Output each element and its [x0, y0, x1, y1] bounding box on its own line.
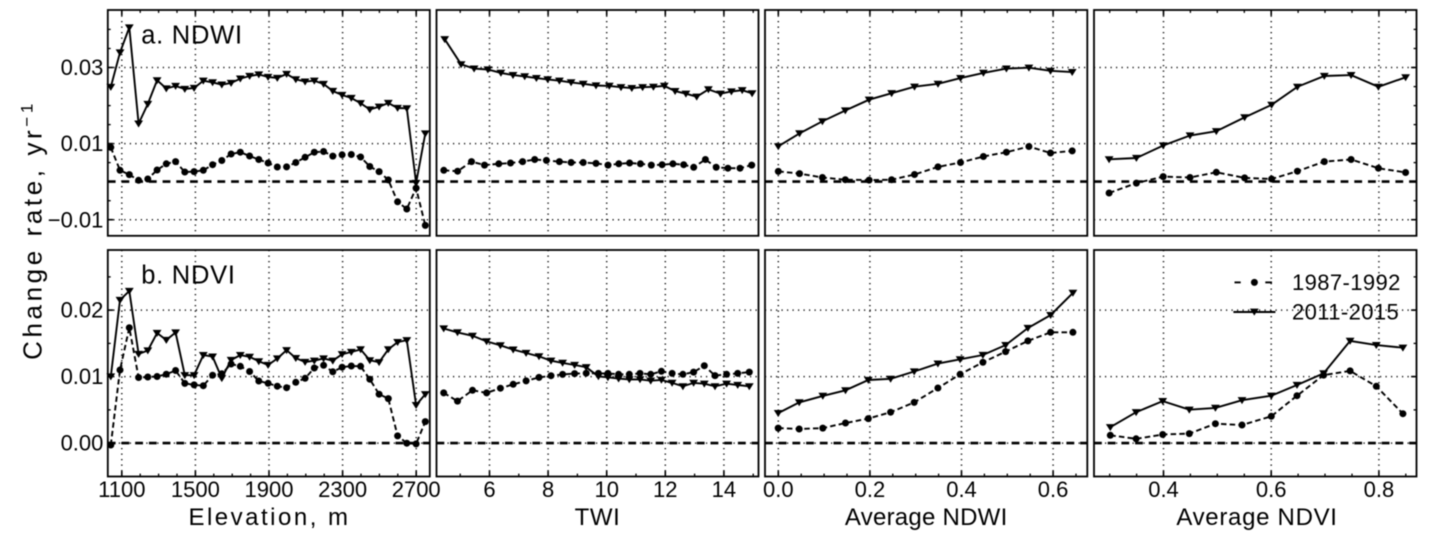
svg-text:1100: 1100: [98, 477, 145, 502]
svg-text:2300: 2300: [318, 477, 367, 502]
svg-text:10: 10: [594, 477, 618, 502]
svg-text:12: 12: [653, 477, 677, 502]
svg-text:1900: 1900: [245, 477, 294, 502]
svg-text:0.0: 0.0: [763, 477, 794, 502]
svg-text:2011-2015: 2011-2015: [1292, 299, 1399, 324]
svg-text:2700: 2700: [392, 477, 441, 502]
svg-text:0.6: 0.6: [1038, 477, 1069, 502]
svg-text:0.6: 0.6: [1256, 477, 1287, 502]
svg-text:1500: 1500: [171, 477, 220, 502]
svg-text:6: 6: [483, 477, 495, 502]
svg-text:0.02: 0.02: [61, 298, 104, 323]
svg-text:0.4: 0.4: [946, 477, 977, 502]
svg-text:Change rate, yr−1: Change rate, yr−1: [18, 100, 48, 360]
svg-text:Average NDVI: Average NDVI: [1176, 504, 1337, 531]
svg-text:Average NDWI: Average NDWI: [845, 504, 1008, 531]
svg-text:0.01: 0.01: [61, 364, 104, 389]
svg-text:0.01: 0.01: [61, 131, 104, 156]
svg-text:0.00: 0.00: [61, 431, 104, 456]
svg-text:TWI: TWI: [575, 504, 621, 531]
svg-text:0.8: 0.8: [1364, 477, 1395, 502]
svg-text:0.4: 0.4: [1148, 477, 1179, 502]
svg-text:−0.01: −0.01: [48, 207, 104, 232]
svg-text:1987-1992: 1987-1992: [1292, 270, 1401, 295]
svg-text:b. NDVI: b. NDVI: [141, 262, 236, 290]
svg-text:8: 8: [542, 477, 554, 502]
svg-text:0.03: 0.03: [61, 55, 104, 80]
svg-text:Elevation, m: Elevation, m: [188, 504, 350, 531]
svg-text:0.2: 0.2: [855, 477, 886, 502]
svg-text:14: 14: [712, 477, 736, 502]
svg-text:a. NDWI: a. NDWI: [141, 22, 243, 50]
